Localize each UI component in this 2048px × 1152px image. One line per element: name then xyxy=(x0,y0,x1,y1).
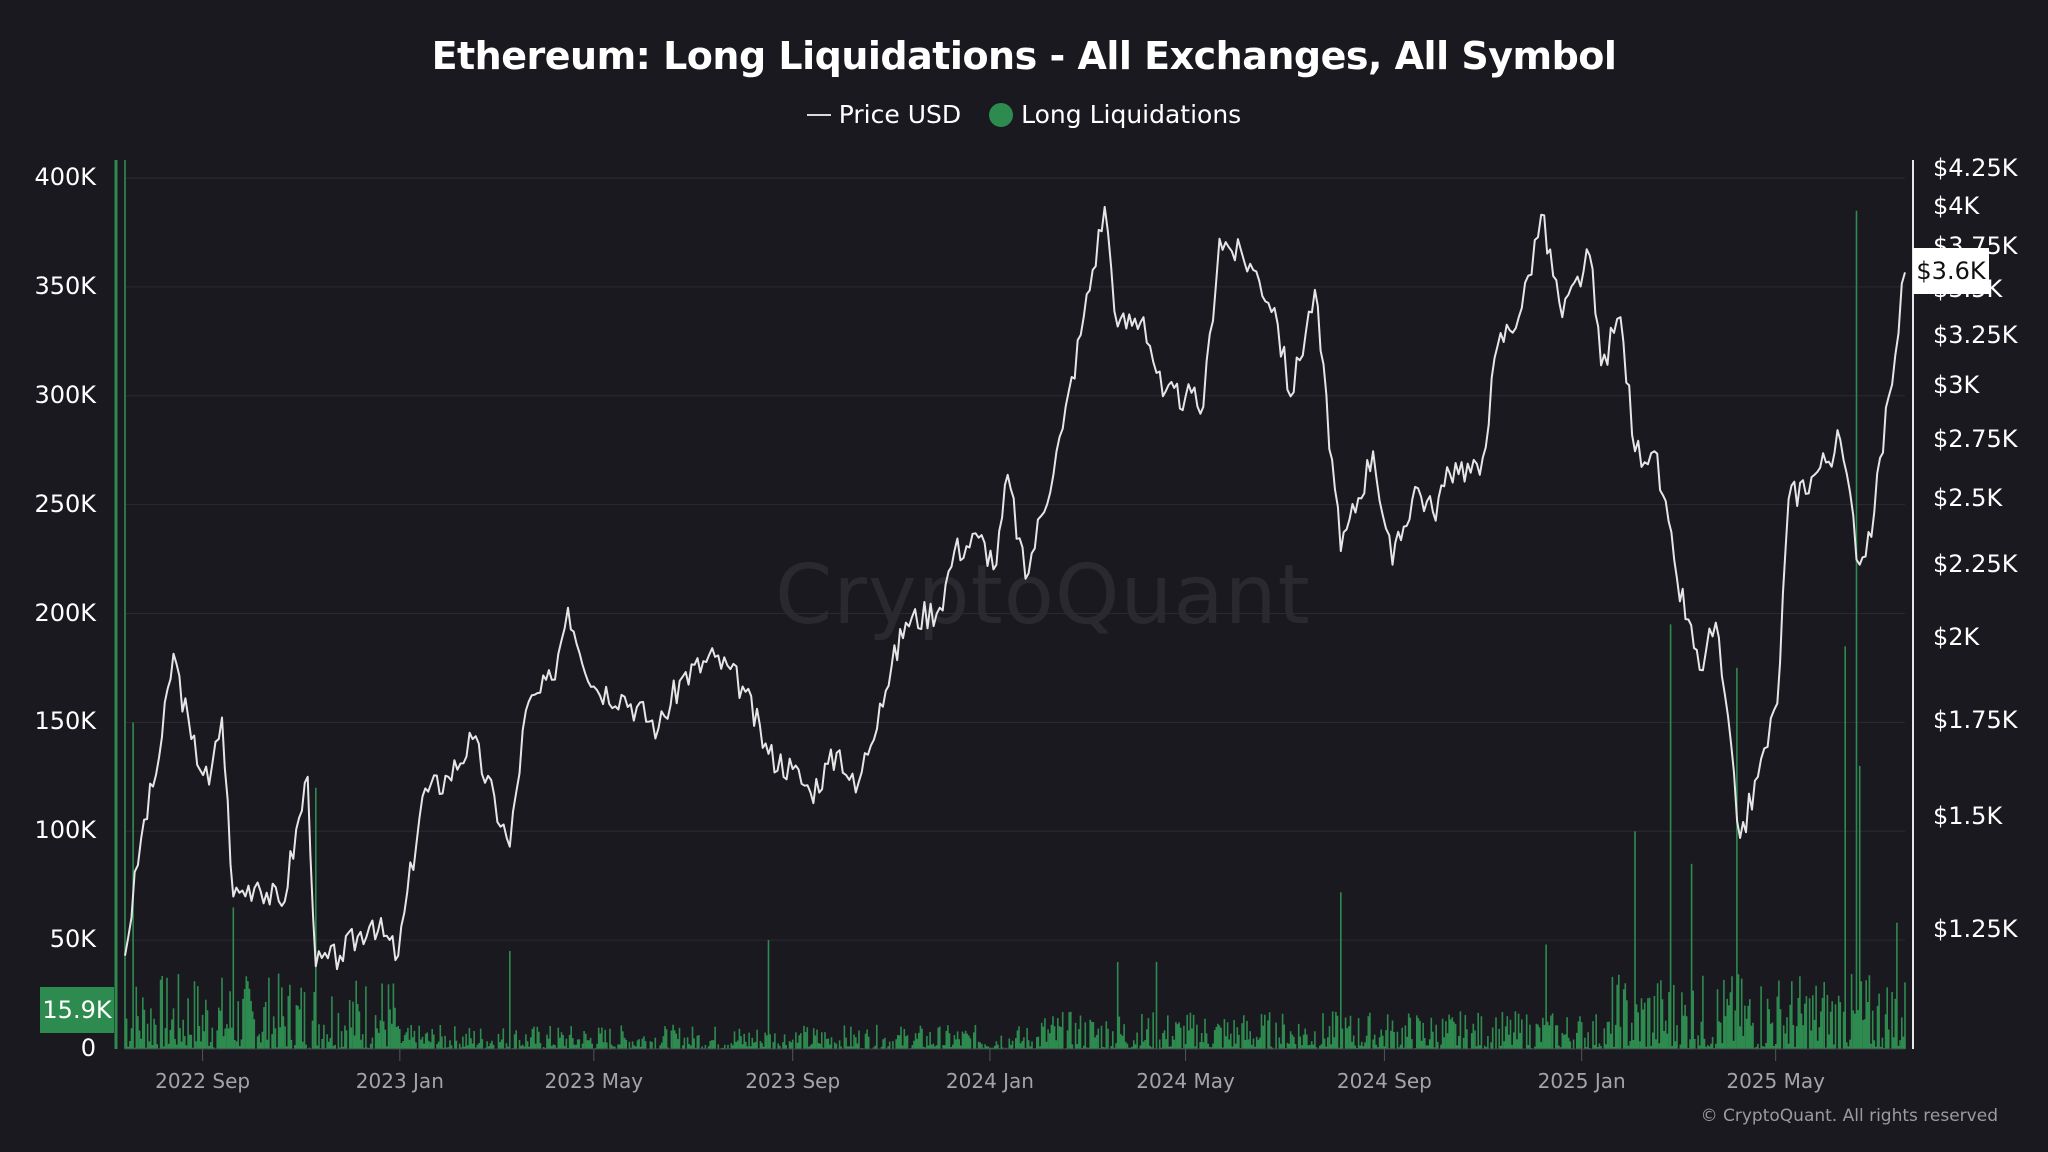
right-tick-label: $1.5K xyxy=(1933,801,2003,830)
x-tick-label: 2024 Sep xyxy=(1336,1069,1432,1093)
dot-marker-icon xyxy=(989,102,1014,127)
right-tick-label: $2K xyxy=(1933,623,1980,651)
left-tick-label: 0 xyxy=(80,1034,96,1062)
x-tick-label: 2024 May xyxy=(1136,1069,1235,1093)
x-tick-label: 2025 Jan xyxy=(1537,1069,1626,1093)
right-tick-label: $3K xyxy=(1933,370,1980,399)
left-tick-label: 200K xyxy=(34,598,96,627)
left-tick-label: 300K xyxy=(34,380,96,409)
right-tick-label: $3.25K xyxy=(1933,321,2018,349)
current-price-badge: $3.6K xyxy=(1913,248,1989,294)
left-tick-label: 100K xyxy=(34,816,96,845)
legend-label-price: Price USD xyxy=(838,100,962,129)
right-tick-label: $4.25K xyxy=(1933,154,2018,183)
legend: Price USD Long Liquidations xyxy=(0,100,2048,129)
left-tick-label: 400K xyxy=(34,163,96,191)
right-tick-label: $1.25K xyxy=(1933,915,2018,944)
right-tick-label: $2.75K xyxy=(1933,424,2018,453)
x-tick-marks xyxy=(202,1049,1777,1061)
x-tick-label: 2025 May xyxy=(1726,1069,1825,1093)
watermark: CryptoQuant xyxy=(775,548,1311,643)
price-line xyxy=(124,205,1906,971)
legend-item-price[interactable]: Price USD xyxy=(806,100,962,129)
liquidation-bar-series xyxy=(124,160,1906,1049)
gridlines xyxy=(125,177,1905,941)
legend-item-liquidations[interactable]: Long Liquidations xyxy=(989,100,1241,129)
x-tick-label: 2023 Jan xyxy=(355,1069,444,1093)
copyright: © CryptoQuant. All rights reserved xyxy=(1700,1106,1998,1126)
left-tick-label: 150K xyxy=(34,707,96,736)
x-tick-label: 2024 Jan xyxy=(945,1069,1034,1093)
left-tick-label: 50K xyxy=(49,925,96,954)
right-tick-label: $4K xyxy=(1933,191,1980,220)
current-liquidation-badge: 15.9K xyxy=(40,987,114,1033)
legend-label-liquidations: Long Liquidations xyxy=(1021,100,1242,129)
right-tick-label: $1.75K xyxy=(1933,706,2018,735)
chart-title: Ethereum: Long Liquidations - All Exchan… xyxy=(431,34,1617,78)
line-marker-icon xyxy=(806,113,831,116)
x-tick-label: 2022 Sep xyxy=(155,1069,251,1093)
right-tick-label: $2.5K xyxy=(1933,484,2003,513)
liquidation-bars xyxy=(124,160,1906,1049)
x-tick-label: 2023 Sep xyxy=(745,1069,841,1093)
left-tick-label: 350K xyxy=(34,271,96,300)
left-tick-label: 250K xyxy=(34,489,96,518)
x-tick-label: 2023 May xyxy=(544,1069,644,1093)
right-tick-label: $2.25K xyxy=(1933,549,2018,578)
